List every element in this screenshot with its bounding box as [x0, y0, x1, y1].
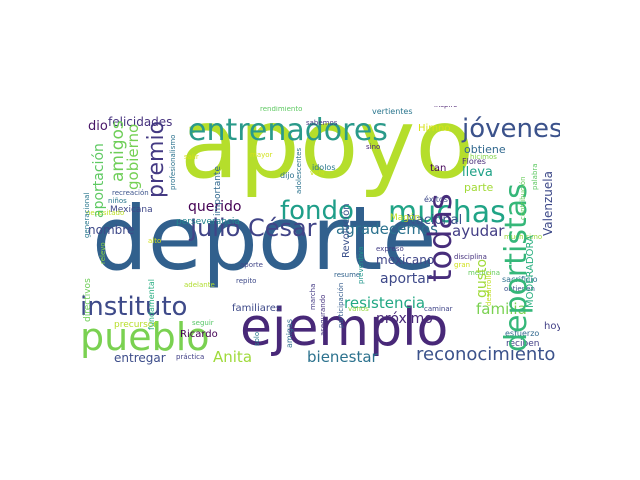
word-participacion: participación	[337, 282, 345, 328]
word-entrenadores: entrenadores	[188, 113, 388, 148]
word-fundamental: fundamental	[147, 279, 156, 330]
word-lleva: lleva	[462, 165, 493, 180]
word-apoyo: apoyo	[180, 106, 475, 200]
word-nacional: Nacional	[406, 213, 463, 228]
word-pueblo: pueblo	[80, 315, 210, 359]
word-salir: salir	[184, 153, 199, 161]
word-desarrollo: desarrollo	[485, 271, 493, 306]
word-gobierno: gobierno	[124, 123, 142, 190]
word-aporte: aporte	[240, 261, 263, 269]
word-esfuerzo: esfuerzo	[505, 329, 540, 338]
word-julio-cesar: Julio César	[190, 214, 317, 242]
word-rendimiento: rendimiento	[260, 106, 303, 113]
word-contribucion: contribución	[519, 176, 527, 220]
word-sino: sino	[366, 143, 381, 151]
word-flores: Flores	[462, 157, 486, 166]
word-proximo: próximo	[376, 311, 433, 327]
word-disciplina: disciplina	[454, 253, 487, 261]
word-palabra: palabra	[531, 163, 539, 190]
word-sacrificio: sacrificio	[502, 275, 538, 284]
word-practica: práctica	[176, 353, 205, 361]
word-aportar: aportar	[380, 271, 432, 287]
word-ayudar: ayudar	[452, 222, 505, 240]
word-mayor: mayor	[250, 151, 273, 159]
word-premio: premio	[144, 120, 169, 198]
word-anita: Anita	[213, 348, 253, 366]
word-asegurando: asegurando	[319, 294, 327, 336]
word-marcha: marcha	[309, 283, 317, 310]
word-reconocimiento: reconocimiento	[416, 344, 556, 365]
word-perseverancia: perseverancia	[176, 217, 240, 227]
word-caminar: caminar	[424, 305, 453, 313]
word-sabemos: sabemos	[306, 119, 338, 127]
word-preventiva: preventiva	[357, 246, 365, 284]
word-obtiene: obtiene	[464, 143, 506, 156]
word-mexicana: Mexicana	[110, 205, 153, 215]
word-familia: familia	[476, 300, 527, 318]
word-importante: importante	[213, 165, 223, 216]
word-moderadora: MODERADORA	[525, 235, 536, 308]
word-querido: querido	[188, 199, 242, 215]
word-aportacion: aportación	[91, 143, 107, 218]
word-tan: tan	[430, 163, 447, 174]
word-resume: resume	[334, 271, 361, 279]
word-veia: veía	[310, 169, 325, 177]
word-jovenes: jóvenes	[462, 114, 560, 144]
word-muchisimo: muchísimo	[504, 233, 543, 241]
word-repito: repito	[236, 277, 257, 285]
word-hoy: hoy	[544, 321, 560, 332]
word-vertientes: vertientes	[372, 107, 413, 116]
word-expreso: expresó	[376, 245, 404, 253]
word-ninos: niños	[108, 197, 127, 205]
word-adelante: adelante	[184, 281, 215, 289]
word-parte: parte	[464, 181, 494, 194]
word-instituto: instituto	[80, 292, 188, 322]
word-ricardo: Ricardo	[180, 329, 218, 340]
word-entregar: entregar	[114, 351, 166, 365]
word-recreacion: recreación	[112, 189, 149, 197]
word-fondo: fondo	[280, 196, 354, 226]
word-generacional: generacional	[83, 192, 91, 238]
word-medicina: medicina	[468, 269, 501, 277]
word-necesitado: necesitado	[86, 209, 125, 217]
word-exitos: éxitos	[424, 195, 448, 204]
word-cloud: deporte apoyo ejemplo pueblo muchas entr…	[80, 106, 560, 375]
word-bienestar: bienestar	[307, 348, 378, 366]
word-muchas: muchas	[388, 195, 506, 230]
word-amigas: amigas	[285, 318, 294, 348]
word-vanos: vanos	[348, 305, 369, 313]
word-agradecemos: agradecemos	[336, 220, 438, 238]
word-alto: alto	[148, 237, 162, 245]
word-inspiro: inspiró	[434, 106, 457, 109]
word-directivos: directivos	[83, 278, 93, 322]
word-obtienen: obtienen	[504, 285, 535, 293]
word-reciben: reciben	[506, 339, 540, 349]
word-ejemplo: ejemplo	[240, 298, 449, 358]
word-nombre: nombre	[88, 223, 135, 237]
word-revolucion: Revolución	[341, 203, 352, 258]
word-magon: Magón	[390, 213, 421, 223]
word-hicimos: hicimos	[470, 153, 497, 161]
word-valenzuela: Valenzuela	[541, 171, 555, 236]
word-felicidades: felicidades	[108, 115, 173, 129]
word-himno: Himno	[418, 123, 451, 134]
word-profesionalismo: profesionalismo	[169, 134, 177, 190]
word-resistencia: resistencia	[344, 294, 426, 312]
word-mexicano: mexicano	[376, 253, 435, 267]
word-dio: dio	[88, 119, 108, 134]
word-seguir: seguir	[192, 319, 214, 327]
word-relevo: relevo	[99, 242, 107, 264]
word-deporte: deporte	[92, 187, 437, 290]
word-gran: gran	[454, 261, 471, 269]
word-dijo: dijo	[280, 171, 295, 180]
word-idolos: idolos	[312, 163, 336, 172]
word-precursor: precursor	[114, 320, 158, 330]
word-adolescentes: adolescentes	[295, 147, 303, 194]
word-familiares: familiares	[232, 303, 282, 314]
word-todas: todas	[421, 193, 459, 282]
word-solo: solo	[253, 331, 261, 346]
